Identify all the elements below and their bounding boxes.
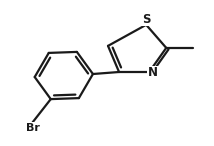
Text: N: N [148, 66, 158, 80]
Text: Br: Br [26, 123, 40, 133]
Text: S: S [142, 13, 150, 26]
